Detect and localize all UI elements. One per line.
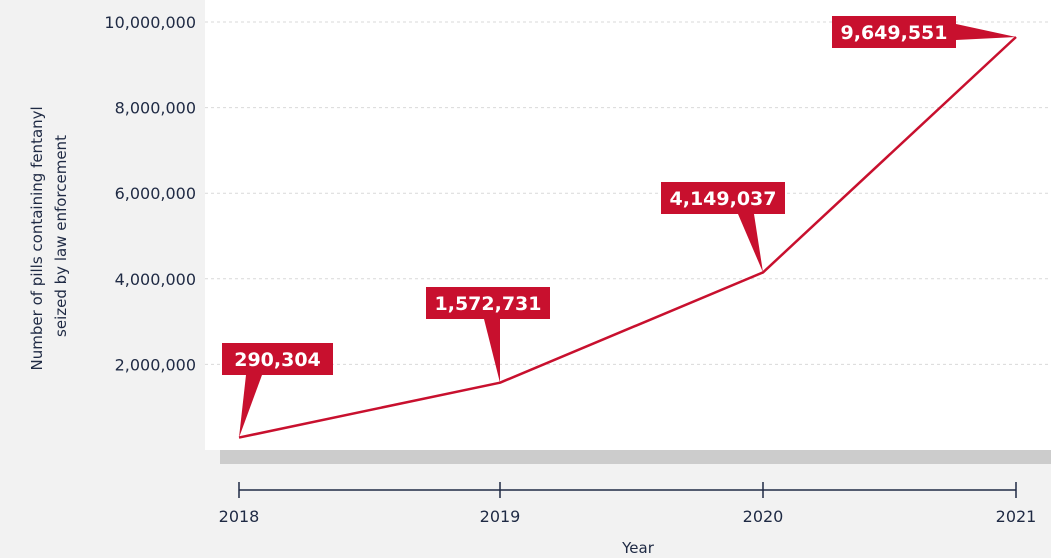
data-label: 290,304 <box>222 343 333 438</box>
data-labels: 290,304 1,572,731 4,149,037 9,649,551 <box>222 16 1016 438</box>
plot-bottom-bar <box>220 450 1051 464</box>
data-label-text: 290,304 <box>234 349 321 371</box>
data-label-pointer <box>956 24 1016 40</box>
x-axis: 2018 2019 2020 2021 <box>219 482 1037 526</box>
y-tick-label: 10,000,000 <box>104 13 196 32</box>
y-axis-title-line-1: Number of pills containing fentanyl <box>28 106 46 370</box>
data-label-text: 1,572,731 <box>435 293 542 315</box>
y-tick-label: 6,000,000 <box>115 184 196 203</box>
data-label-text: 9,649,551 <box>841 22 948 44</box>
y-tick-label: 8,000,000 <box>115 99 196 118</box>
data-label-pointer <box>738 214 763 273</box>
gridlines <box>205 21 1051 365</box>
data-label-pointer <box>484 319 500 383</box>
x-tick-label: 2021 <box>996 507 1037 526</box>
data-label-box <box>222 343 333 375</box>
y-axis-ticks: 2,000,000 4,000,000 6,000,000 8,000,000 10,0… <box>104 13 196 374</box>
data-label-box <box>661 182 785 214</box>
x-tick-label: 2018 <box>219 507 260 526</box>
x-tick-label: 2019 <box>480 507 521 526</box>
y-axis-title: Number of pills containing fentanyl seiz… <box>28 102 70 371</box>
data-label-box <box>426 287 550 319</box>
y-tick-label: 2,000,000 <box>115 355 196 374</box>
data-label: 4,149,037 <box>661 182 785 273</box>
y-axis-title-line-2: seized by law enforcement <box>52 135 70 337</box>
data-label-text: 4,149,037 <box>670 188 777 210</box>
data-label: 1,572,731 <box>426 287 550 383</box>
data-label: 9,649,551 <box>832 16 1016 48</box>
plot-background <box>205 0 1051 450</box>
series-line <box>238 36 1017 439</box>
data-label-box <box>832 16 956 48</box>
data-label-pointer <box>239 375 262 438</box>
x-axis-title: Year <box>621 539 655 557</box>
x-tick-label: 2020 <box>743 507 784 526</box>
y-tick-label: 4,000,000 <box>115 270 196 289</box>
